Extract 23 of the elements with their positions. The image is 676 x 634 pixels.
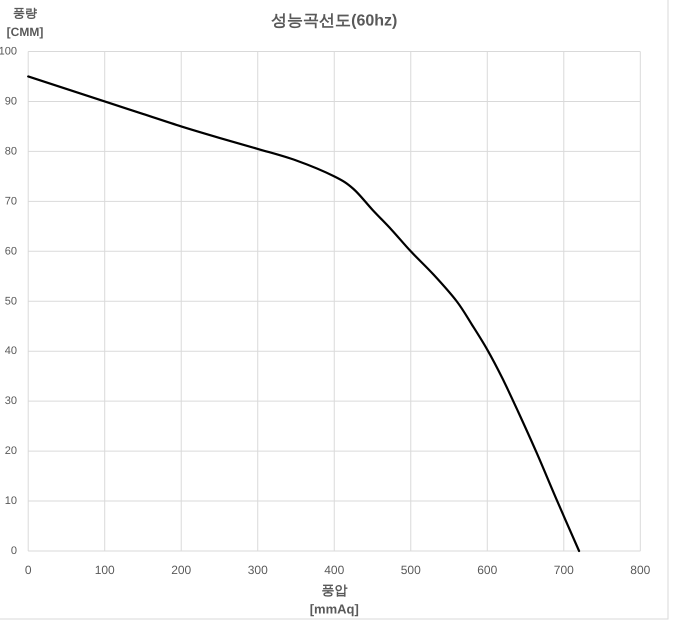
y-tick-label: 20 — [4, 445, 17, 458]
y-tick-label: 70 — [4, 195, 17, 208]
y-tick-label: 90 — [4, 95, 17, 108]
y-tick-label: 50 — [4, 295, 17, 308]
x-tick-label: 100 — [94, 563, 116, 577]
x-tick-label: 700 — [554, 563, 574, 577]
x-tick-label: 200 — [171, 563, 192, 577]
x-tick-label: 0 — [24, 563, 32, 577]
y-tick-label: 0 — [10, 545, 17, 557]
x-tick-label: 400 — [324, 563, 345, 577]
x-tick-label: 600 — [477, 563, 498, 577]
y-tick-label: 60 — [4, 245, 17, 258]
x-tick-label: 500 — [400, 563, 422, 577]
x-tick-label: 800 — [630, 563, 651, 577]
chart-title: 성능곡선도(60hz) — [271, 12, 398, 30]
y-tick-label: 40 — [4, 345, 17, 358]
y-tick-label: 10 — [4, 495, 17, 508]
y-tick-label: 80 — [4, 145, 17, 158]
x-tick-label: 300 — [248, 563, 268, 577]
y-tick-label: 30 — [4, 395, 17, 408]
y-axis-title: 풍량 [CMM] — [6, 6, 44, 39]
line-series — [27, 75, 580, 552]
x-axis-title: 풍압 [mmAq] — [310, 582, 359, 616]
